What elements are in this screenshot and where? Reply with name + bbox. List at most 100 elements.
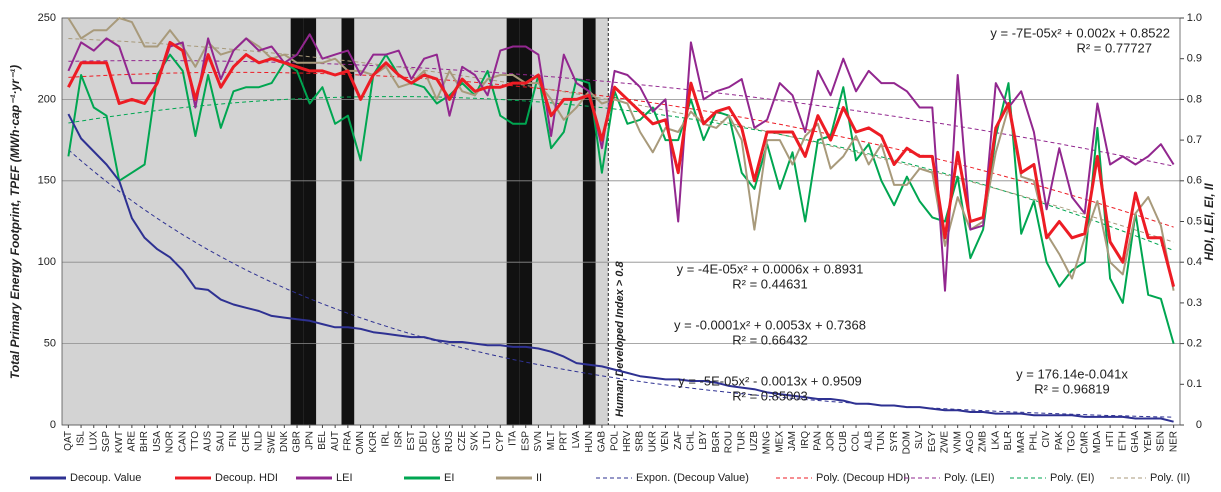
- x-tick-label: SVK: [470, 431, 481, 451]
- y2-tick-label: 0: [1196, 419, 1202, 431]
- x-tick-label: BGR: [711, 431, 722, 453]
- trend-r-squared: R² = 0.85003: [732, 388, 808, 403]
- x-tick-label: SYR: [889, 431, 900, 452]
- x-tick-label: ZWE: [940, 431, 951, 454]
- x-tick-label: CYP: [495, 431, 506, 452]
- y-tick-label: 150: [38, 175, 56, 187]
- legend-label: Poly. (Decoup HDI): [816, 472, 910, 484]
- x-tick-label: VNM: [952, 431, 963, 453]
- highlight-column: [506, 18, 520, 425]
- series-line: [67, 113, 1174, 423]
- x-tick-label: JPN: [304, 431, 315, 450]
- x-tick-label: MDA: [1092, 431, 1103, 454]
- x-tick-label: NLD: [254, 431, 265, 451]
- x-tick-label: SRB: [635, 431, 646, 452]
- trend-r-squared: R² = 0.77727: [1076, 40, 1152, 55]
- x-tick-label: ZMB: [978, 431, 989, 452]
- y2-tick-label: 0.6: [1187, 175, 1202, 187]
- x-tick-label: ITA: [508, 431, 519, 446]
- x-tick-label: VEN: [660, 431, 671, 452]
- x-tick-label: PRT: [558, 431, 569, 451]
- legend-label: Poly. (LEI): [944, 472, 995, 484]
- y-tick-label: 250: [38, 12, 56, 24]
- x-tick-label: SLV: [914, 431, 925, 449]
- highlight-column: [303, 18, 317, 425]
- divider-annotation: Human Developed Index > 0.8: [614, 261, 626, 417]
- legend-label: LEI: [336, 472, 353, 484]
- legend-label: Expon. (Decoup Value): [636, 472, 749, 484]
- trend-r-squared: R² = 0.96819: [1034, 381, 1110, 396]
- trendline: [68, 60, 1174, 167]
- y2-tick-label: 0.1: [1187, 378, 1202, 390]
- x-tick-label: ISL: [76, 431, 87, 446]
- y2-tick-label: 0.4: [1187, 256, 1202, 268]
- x-tick-label: LBY: [698, 431, 709, 450]
- x-tick-label: COL: [851, 431, 862, 452]
- legend-label: II: [536, 472, 542, 484]
- trend-equation: y = -0.0001x² + 0.0053x + 0.7368: [674, 317, 866, 332]
- x-tick-label: NOR: [165, 431, 176, 453]
- x-tick-label: LKA: [990, 431, 1001, 450]
- x-tick-label: GHA: [1130, 431, 1141, 453]
- trendline: [68, 71, 1174, 228]
- legend-label: Decoup. HDI: [215, 472, 278, 484]
- x-tick-label: RUS: [444, 431, 455, 452]
- x-tick-label: LVA: [571, 431, 582, 449]
- x-tick-label: HTI: [1105, 431, 1116, 447]
- y2-tick-label: 0.8: [1187, 93, 1202, 105]
- y-tick-label: 0: [50, 419, 56, 431]
- x-tick-label: IRQ: [800, 431, 811, 449]
- x-tick-label: LUX: [88, 431, 99, 451]
- x-tick-label: UKR: [647, 431, 658, 452]
- x-tick-label: ZAF: [673, 431, 684, 450]
- x-tick-label: CHL: [686, 431, 697, 451]
- x-tick-label: SVN: [533, 431, 544, 452]
- x-tick-label: ARE: [127, 431, 138, 452]
- x-tick-label: MEX: [774, 431, 785, 453]
- x-tick-label: KOR: [368, 431, 379, 453]
- x-tick-label: LTU: [482, 431, 493, 449]
- x-tick-label: MNG: [762, 431, 773, 455]
- x-tick-label: SEN: [1156, 431, 1167, 452]
- y-axis-title: Total Primary Energy Footprint, TPEF (MW…: [8, 65, 22, 379]
- x-tick-label: FRA: [342, 431, 353, 451]
- x-tick-label: ALB: [863, 431, 874, 450]
- y2-tick-label: 0.2: [1187, 338, 1202, 350]
- x-tick-label: PAN: [813, 431, 824, 451]
- x-tick-label: TGO: [1067, 431, 1078, 453]
- x-tick-label: TUN: [876, 431, 887, 452]
- x-tick-label: PHL: [1029, 431, 1040, 451]
- y2-tick-label: 0.7: [1187, 134, 1202, 146]
- x-tick-label: USA: [152, 431, 163, 452]
- x-tick-label: CZE: [457, 431, 468, 451]
- highlight-column: [582, 18, 596, 425]
- y-tick-label: 50: [44, 338, 56, 350]
- x-tick-label: PAK: [1054, 431, 1065, 451]
- x-tick-label: EST: [406, 431, 417, 450]
- x-tick-label: CIV: [1041, 431, 1052, 448]
- y2-tick-label: 1.0: [1187, 12, 1202, 24]
- x-tick-label: FIN: [228, 431, 239, 447]
- x-tick-label: OMN: [355, 431, 366, 454]
- x-tick-label: DEU: [419, 431, 430, 452]
- trend-equation: y = 176.14e-0.041x: [1016, 366, 1128, 381]
- x-tick-label: ISR: [393, 431, 404, 448]
- legend-label: Poly. (EI): [1050, 472, 1094, 484]
- y2-tick-label: 0.9: [1187, 53, 1202, 65]
- x-tick-label: QAT: [63, 431, 74, 451]
- x-tick-label: KWT: [114, 431, 125, 453]
- x-tick-label: NER: [1168, 431, 1179, 452]
- y2-tick-label: 0.3: [1187, 297, 1202, 309]
- x-tick-label: POL: [609, 431, 620, 451]
- trend-r-squared: R² = 0.66432: [732, 332, 808, 347]
- y-tick-label: 200: [38, 93, 56, 105]
- y2-axis-title: HDI, LEI, EI, II: [1202, 183, 1216, 261]
- x-tick-label: CUB: [838, 431, 849, 452]
- series-line: [67, 17, 1175, 291]
- plot-frame: [61, 17, 1181, 426]
- x-tick-label: DOM: [901, 431, 912, 454]
- x-tick-label: GAB: [597, 431, 608, 452]
- y-tick-label: 100: [38, 256, 56, 268]
- x-tick-label: BHR: [139, 431, 150, 452]
